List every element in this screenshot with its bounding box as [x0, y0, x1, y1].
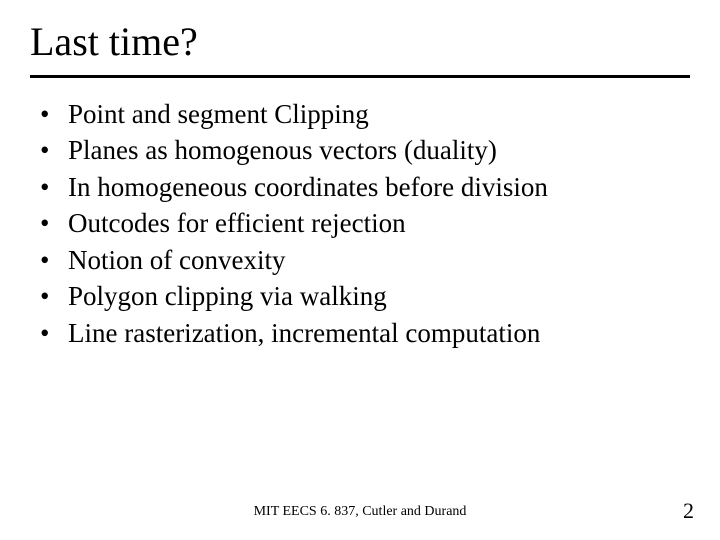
bullet-text: Planes as homogenous vectors (duality) [68, 132, 497, 168]
bullet-dot-icon: • [40, 315, 68, 351]
bullet-text: Notion of convexity [68, 242, 285, 278]
list-item: •Outcodes for efficient rejection [40, 205, 690, 241]
list-item: •Planes as homogenous vectors (duality) [40, 132, 690, 168]
bullet-text: Polygon clipping via walking [68, 278, 387, 314]
bullet-text: Point and segment Clipping [68, 96, 369, 132]
bullet-text: Outcodes for efficient rejection [68, 205, 406, 241]
bullet-text: In homogeneous coordinates before divisi… [68, 169, 548, 205]
bullet-dot-icon: • [40, 96, 68, 132]
bullet-text: Line rasterization, incremental computat… [68, 315, 540, 351]
list-item: •Point and segment Clipping [40, 96, 690, 132]
slide-body: •Point and segment Clipping •Planes as h… [30, 96, 690, 351]
list-item: •Polygon clipping via walking [40, 278, 690, 314]
slide-footer: MIT EECS 6. 837, Cutler and Durand [0, 504, 720, 520]
slide: Last time? •Point and segment Clipping •… [0, 0, 720, 540]
title-rule [30, 75, 690, 78]
bullet-dot-icon: • [40, 132, 68, 168]
bullet-list: •Point and segment Clipping •Planes as h… [40, 96, 690, 351]
bullet-dot-icon: • [40, 278, 68, 314]
bullet-dot-icon: • [40, 205, 68, 241]
list-item: •Line rasterization, incremental computa… [40, 315, 690, 351]
list-item: •In homogeneous coordinates before divis… [40, 169, 690, 205]
list-item: •Notion of convexity [40, 242, 690, 278]
slide-title: Last time? [30, 18, 690, 75]
page-number: 2 [683, 498, 694, 524]
bullet-dot-icon: • [40, 242, 68, 278]
bullet-dot-icon: • [40, 169, 68, 205]
